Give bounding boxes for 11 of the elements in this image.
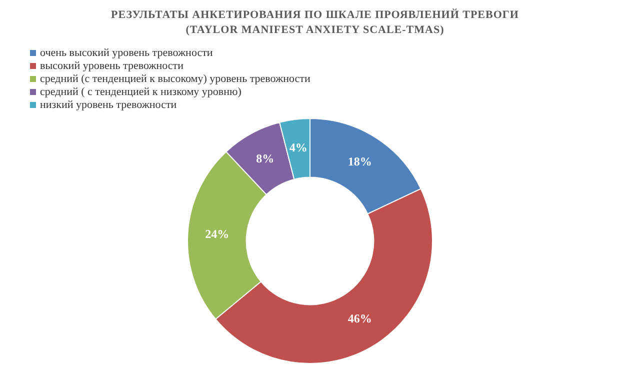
legend-label: средний ( с тенденцией к низкому уровню) — [40, 86, 242, 98]
legend-label: высокий уровень тревожности — [40, 60, 184, 72]
chart-title: РЕЗУЛЬТАТЫ АНКЕТИРОВАНИЯ ПО ШКАЛЕ ПРОЯВЛЕНИЙ ТРЕВОГИ (TAYLOR MANIFEST ANXIETY SCALE-TMAS) — [110, 8, 520, 38]
legend-label: средний (с тенденцией к высокому) уровень тревожности — [40, 72, 310, 84]
data-label: 4% — [289, 140, 308, 155]
data-label: 8% — [256, 152, 274, 166]
data-label: 46% — [348, 312, 372, 326]
data-label: 18% — [348, 154, 372, 168]
legend-label: низкий уровень тревожности — [40, 98, 177, 110]
legend-label: очень высокий уровень тревожности — [40, 46, 213, 58]
data-label: 24% — [205, 227, 230, 242]
